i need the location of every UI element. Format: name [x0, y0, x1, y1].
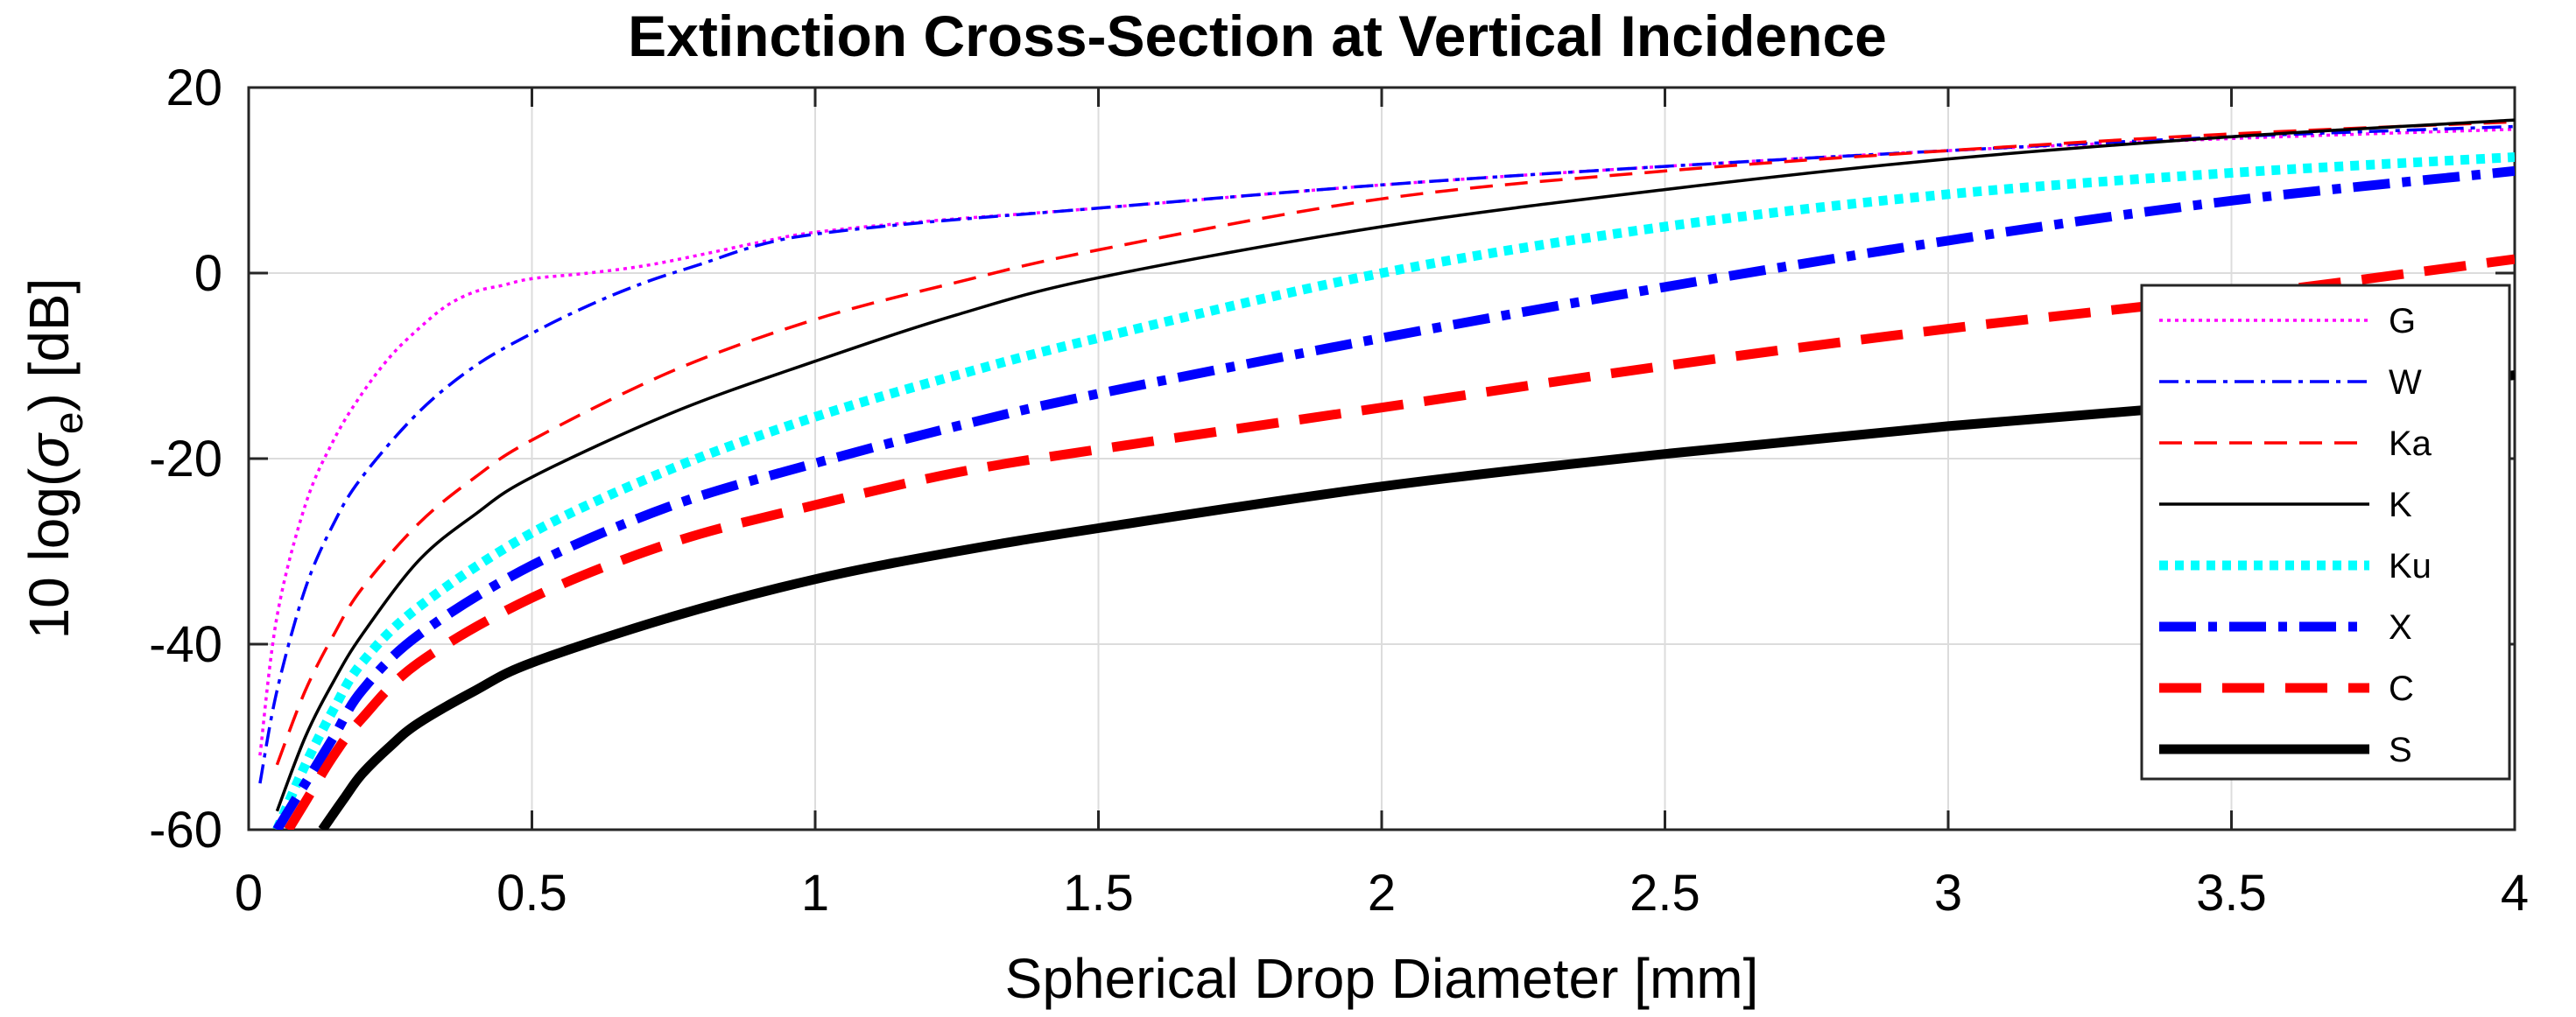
legend-label-C: C	[2389, 670, 2414, 708]
legend-box	[2142, 285, 2509, 779]
legend-label-W: W	[2389, 363, 2422, 402]
y-axis-label-subscript: e	[46, 412, 91, 435]
x-tick-label: 2.5	[1629, 865, 1700, 922]
y-axis-label-suffix: ) [dB]	[18, 278, 81, 412]
y-axis-label-prefix: 10 log(	[18, 468, 81, 640]
legend-label-Ka: Ka	[2389, 424, 2432, 463]
y-axis-label: 10 log(σe) [dB]	[18, 278, 91, 640]
chart-title: Extinction Cross-Section at Vertical Inc…	[628, 4, 1887, 68]
y-axis-label-sigma: σ	[18, 432, 81, 468]
x-tick-label: 0.5	[496, 865, 567, 922]
x-tick-label: 0	[235, 865, 263, 922]
x-tick-label: 1.5	[1063, 865, 1134, 922]
legend-label-Ku: Ku	[2389, 547, 2432, 586]
chart: Extinction Cross-Section at Vertical Inc…	[0, 0, 2576, 1017]
legend: GW Ka K Ku XCS	[2142, 285, 2509, 779]
y-tick-label: 0	[194, 245, 222, 302]
x-axis-label: Spherical Drop Diameter [mm]	[1005, 947, 1759, 1010]
x-tick-label: 1	[801, 865, 829, 922]
x-tick-label: 4	[2501, 865, 2529, 922]
y-tick-label: -40	[149, 616, 222, 673]
y-tick-label: -60	[149, 802, 222, 859]
x-tick-label: 2	[1368, 865, 1396, 922]
y-tick-label: -20	[149, 431, 222, 487]
legend-label-G: G	[2389, 302, 2416, 340]
legend-label-K: K	[2389, 486, 2412, 524]
legend-label-X: X	[2389, 608, 2412, 647]
legend-label-S: S	[2389, 731, 2412, 769]
x-tick-label: 3	[1934, 865, 1962, 922]
y-tick-label: 20	[165, 60, 222, 116]
x-tick-label: 3.5	[2196, 865, 2267, 922]
